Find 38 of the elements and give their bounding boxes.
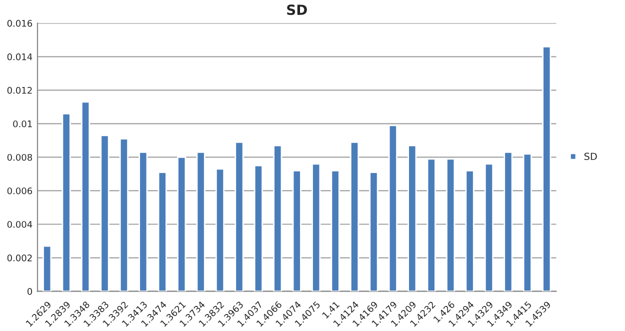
bar (138, 152, 148, 292)
bar (350, 141, 360, 292)
y-tick-label: 0 (27, 288, 32, 295)
y-tick-label: 0.01 (13, 120, 32, 128)
bar (369, 172, 378, 292)
bar (446, 158, 456, 292)
y-tick-label: 0.012 (7, 86, 32, 94)
bar (388, 124, 398, 292)
y-tick-label: 0.008 (7, 154, 32, 161)
bar (484, 163, 494, 292)
bar (196, 152, 206, 292)
y-tick-label: 0.006 (7, 187, 32, 194)
bar (522, 153, 532, 292)
bar (80, 101, 90, 292)
bar (234, 141, 244, 292)
bar (292, 170, 302, 292)
y-tick-label: 0.002 (7, 254, 32, 262)
bar (312, 163, 321, 292)
bar (273, 144, 282, 292)
bar (119, 138, 128, 292)
y-tick-label: 0.004 (7, 220, 32, 228)
bar (542, 46, 552, 292)
bar (42, 245, 52, 292)
y-tick-label: 0.016 (7, 20, 32, 27)
legend-label: SD (584, 152, 597, 160)
bar (330, 170, 340, 292)
bar (408, 144, 417, 292)
bar (426, 158, 436, 292)
bar (215, 168, 225, 292)
bar (177, 156, 186, 292)
bar (100, 134, 110, 292)
bar (158, 172, 167, 292)
chart-title: SD (287, 4, 307, 16)
bar (62, 112, 71, 292)
y-tick-label: 0.014 (7, 53, 32, 60)
bar (254, 164, 263, 292)
bar (465, 170, 474, 292)
bar (504, 152, 513, 292)
